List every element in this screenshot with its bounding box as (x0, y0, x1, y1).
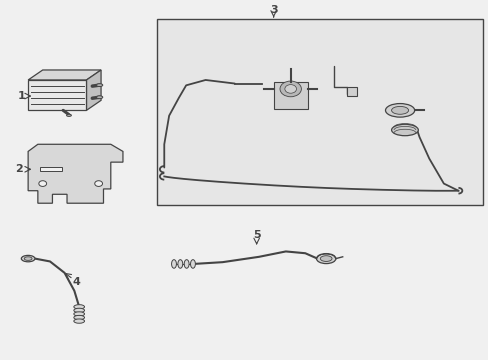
Polygon shape (28, 144, 122, 203)
Ellipse shape (74, 315, 84, 320)
Polygon shape (86, 70, 101, 111)
Ellipse shape (316, 253, 335, 264)
Ellipse shape (171, 260, 176, 268)
Text: 2: 2 (16, 164, 23, 174)
Bar (28, 80, 86, 111)
Circle shape (95, 181, 102, 186)
Ellipse shape (74, 305, 84, 309)
Ellipse shape (96, 84, 102, 86)
Ellipse shape (74, 319, 84, 323)
Ellipse shape (21, 255, 35, 262)
Ellipse shape (66, 114, 71, 116)
Circle shape (280, 81, 301, 97)
Ellipse shape (391, 124, 417, 136)
Ellipse shape (190, 260, 195, 268)
Ellipse shape (320, 256, 331, 261)
Polygon shape (28, 70, 101, 80)
Ellipse shape (74, 312, 84, 316)
Circle shape (285, 85, 296, 93)
Circle shape (39, 181, 46, 186)
Ellipse shape (96, 96, 102, 99)
Bar (346, 87, 357, 96)
Ellipse shape (391, 107, 408, 114)
Ellipse shape (184, 260, 189, 268)
Bar (157, 19, 482, 205)
Ellipse shape (385, 104, 414, 117)
Text: 3: 3 (269, 5, 277, 15)
Bar (40, 167, 62, 171)
Bar (273, 82, 307, 109)
Ellipse shape (74, 308, 84, 312)
Text: 4: 4 (73, 277, 81, 287)
Text: 5: 5 (252, 230, 260, 240)
Ellipse shape (24, 257, 32, 260)
Ellipse shape (178, 260, 183, 268)
Text: 1: 1 (18, 91, 26, 101)
